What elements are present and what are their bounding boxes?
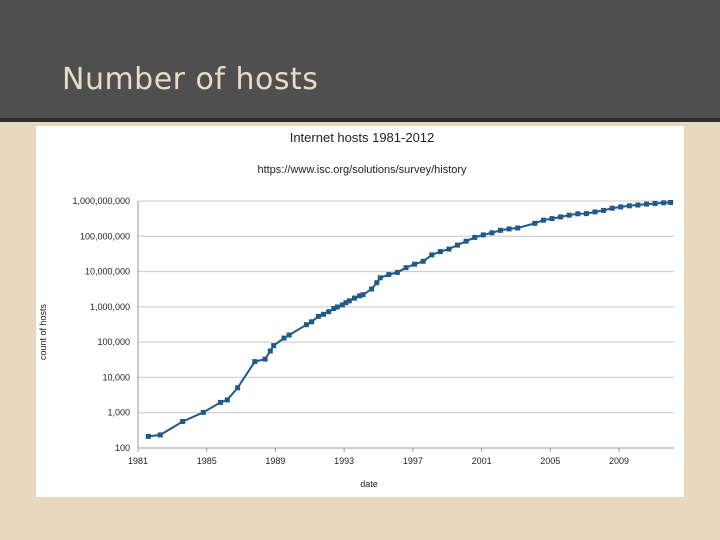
data-point — [235, 385, 241, 391]
tick-labels: 100 1,000 10,000 100,000 1,000,000 10,000,000… — [72, 196, 629, 466]
data-point — [446, 246, 452, 252]
data-point — [412, 261, 418, 267]
y-tick-label: 10,000 — [102, 372, 130, 382]
data-point — [218, 399, 223, 405]
data-point — [145, 433, 151, 439]
data-point — [609, 205, 615, 211]
data-point — [352, 295, 357, 301]
x-tick-label: 1997 — [403, 456, 423, 466]
series-hosts — [145, 200, 674, 439]
data-point — [360, 292, 366, 298]
data-point — [635, 202, 641, 208]
data-point — [532, 220, 538, 226]
data-point — [224, 397, 230, 403]
x-tick-label: 1985 — [197, 456, 217, 466]
slide-header — [0, 0, 720, 118]
y-tick-label: 100,000 — [97, 337, 130, 347]
data-point — [374, 280, 380, 286]
x-tick-label: 1989 — [265, 456, 285, 466]
data-point — [558, 214, 564, 220]
data-point — [472, 234, 478, 240]
y-tick-label: 1,000,000 — [90, 302, 130, 312]
data-point — [331, 306, 337, 311]
y-tick-label: 10,000,000 — [85, 267, 130, 277]
data-point — [575, 211, 581, 217]
data-point — [315, 313, 321, 319]
hosts-line-chart: Internet hosts 1981-2012 https://www.isc… — [38, 130, 674, 489]
data-point — [271, 343, 277, 349]
data-point — [540, 217, 546, 223]
data-point — [463, 238, 469, 244]
data-point — [309, 319, 314, 325]
data-point — [377, 275, 383, 281]
data-point — [286, 332, 292, 338]
data-point — [357, 293, 363, 299]
data-point — [489, 230, 495, 236]
data-point — [321, 311, 326, 317]
data-point — [668, 200, 674, 205]
data-point — [267, 348, 273, 354]
data-point — [566, 212, 572, 218]
data-point — [626, 203, 632, 209]
y-axis-label: count of hosts — [38, 303, 48, 360]
x-tick-label: 1981 — [128, 456, 148, 466]
data-point — [369, 286, 375, 292]
data-point — [252, 359, 258, 365]
data-point — [455, 242, 460, 248]
data-point — [498, 227, 503, 233]
x-tick-label: 2001 — [472, 456, 492, 466]
data-point — [549, 216, 555, 222]
chart-title: Internet hosts 1981-2012 — [290, 130, 435, 145]
data-point — [326, 309, 332, 315]
x-tick-label: 2009 — [609, 456, 629, 466]
data-point — [661, 200, 667, 206]
data-point — [420, 258, 426, 264]
slide-title: Number of hosts — [62, 62, 319, 97]
data-point — [394, 269, 400, 275]
data-point — [200, 409, 206, 415]
header-divider — [0, 118, 720, 122]
chart-subtitle: https://www.isc.org/solutions/survey/his… — [257, 164, 467, 176]
y-tick-label: 100 — [115, 443, 130, 453]
data-point — [480, 232, 486, 238]
data-point — [437, 249, 443, 255]
data-point — [157, 432, 163, 438]
data-point — [652, 201, 658, 206]
data-point — [334, 304, 340, 310]
x-axis-label: date — [360, 479, 378, 489]
data-point — [644, 201, 649, 207]
y-tick-label: 1,000,000,000 — [72, 196, 130, 206]
x-tick-label: 2005 — [540, 456, 560, 466]
y-tick-label: 100,000,000 — [80, 231, 130, 241]
data-point — [403, 265, 409, 271]
chart-panel: Internet hosts 1981-2012 https://www.isc… — [36, 126, 684, 497]
data-point — [339, 302, 345, 308]
data-point — [281, 335, 287, 341]
data-point — [429, 252, 435, 258]
data-point — [386, 272, 392, 278]
data-point — [180, 419, 186, 424]
data-point — [506, 226, 512, 232]
x-tick-label: 1993 — [334, 456, 354, 466]
data-point — [515, 225, 521, 231]
data-point — [618, 204, 624, 210]
data-point — [583, 211, 589, 217]
data-point — [601, 207, 607, 213]
data-point — [346, 298, 352, 304]
data-point — [343, 300, 349, 306]
data-point — [303, 322, 309, 328]
data-point — [262, 356, 268, 362]
grid-lines — [137, 200, 674, 452]
data-point — [592, 209, 598, 215]
y-tick-label: 1,000 — [107, 408, 130, 418]
